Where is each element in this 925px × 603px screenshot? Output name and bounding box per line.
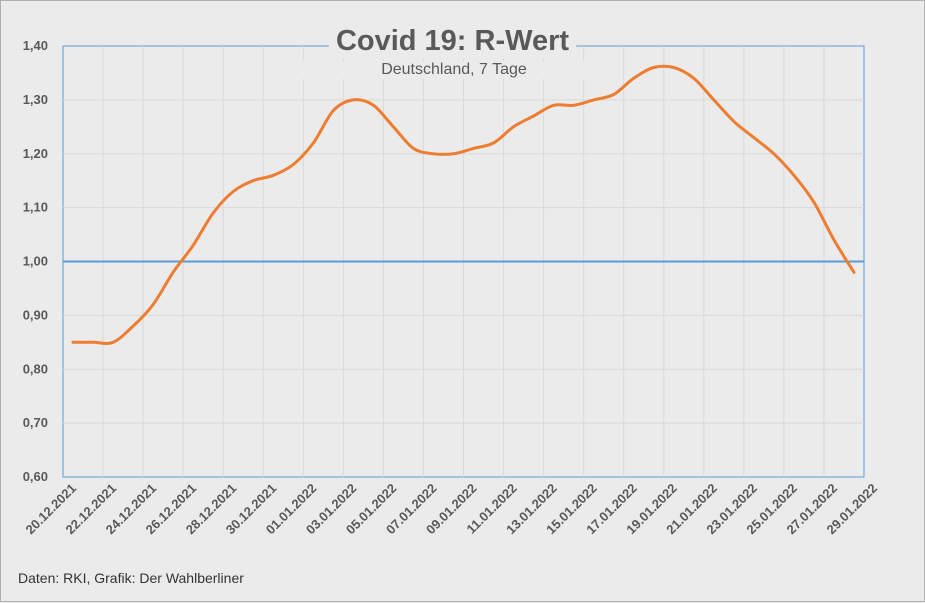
source-note: Daten: RKI, Grafik: Der Wahlberliner xyxy=(18,570,244,586)
y-tick-label: 0,70 xyxy=(23,415,48,430)
y-tick-label: 1,40 xyxy=(23,38,48,53)
chart-title: Covid 19: R-Wert xyxy=(335,25,570,57)
y-tick-label: 1,10 xyxy=(23,200,48,215)
y-tick-label: 1,00 xyxy=(23,254,48,269)
y-tick-label: 0,60 xyxy=(23,469,48,484)
series-line-r-value xyxy=(71,64,856,345)
y-axis: 0,60 0,70 0,80 0,90 1,00 1,10 1,20 1,30 1,40 xyxy=(23,38,48,484)
y-tick-label: 1,30 xyxy=(23,92,48,107)
title-box: Covid 19: R-Wert xyxy=(329,24,576,58)
y-tick-label: 0,80 xyxy=(23,361,48,376)
y-tick-label: 0,90 xyxy=(23,307,48,322)
y-tick-label: 1,20 xyxy=(23,146,48,161)
x-axis: 20.12.202122.12.202124.12.202126.12.2021… xyxy=(23,481,881,538)
chart-subtitle: Deutschland, 7 Tage xyxy=(301,61,607,79)
